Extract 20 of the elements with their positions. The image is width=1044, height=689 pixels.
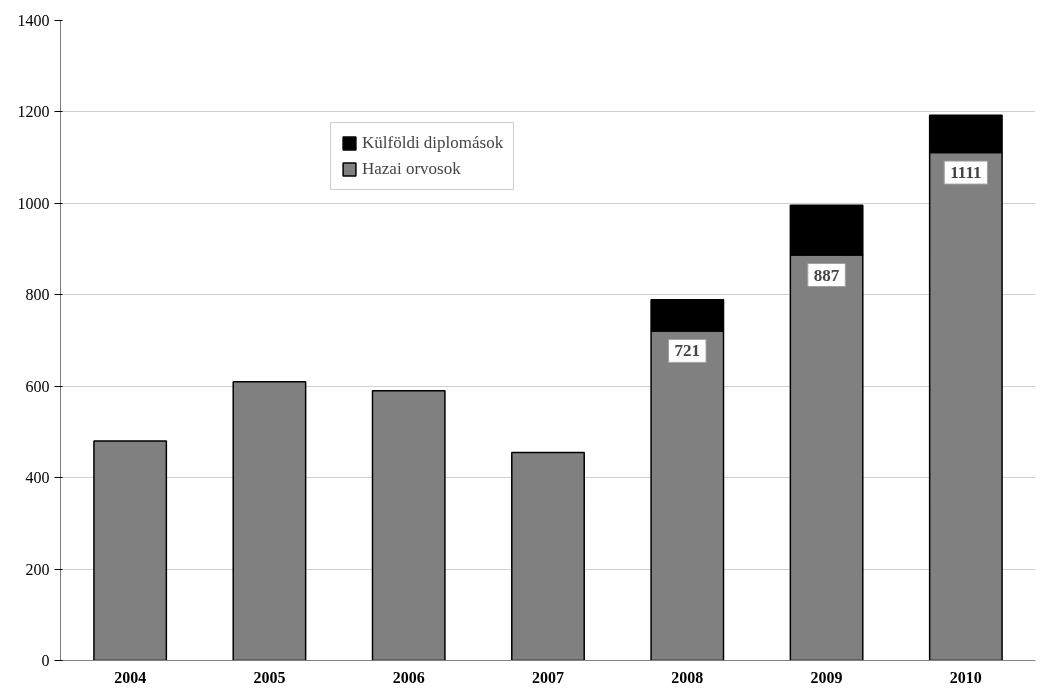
- y-tick-label: 600: [25, 377, 50, 395]
- x-tick-label: 2005: [253, 668, 286, 686]
- y-tick-label: 200: [25, 560, 50, 578]
- x-tick-label: 2007: [532, 668, 564, 686]
- data-label: 721: [674, 341, 701, 361]
- data-label: 887: [813, 265, 840, 285]
- y-tick-label: 1400: [17, 12, 50, 29]
- x-tick-label: 2009: [810, 668, 843, 686]
- x-tick-label: 2008: [671, 668, 704, 686]
- x-tick-label: 2004: [114, 668, 147, 686]
- y-tick-label: 1200: [17, 103, 50, 121]
- y-tick-label: 1000: [17, 194, 50, 212]
- legend-label: Külföldi diplomások: [362, 133, 504, 153]
- x-tick-label: 2006: [392, 668, 425, 686]
- y-tick-label: 400: [25, 469, 50, 487]
- x-tick-label: 2010: [949, 668, 982, 686]
- y-tick-label: 800: [25, 286, 50, 304]
- data-label: 1111: [950, 163, 982, 183]
- legend-label: Hazai orvosok: [362, 159, 461, 179]
- y-tick-label: 0: [41, 652, 50, 669]
